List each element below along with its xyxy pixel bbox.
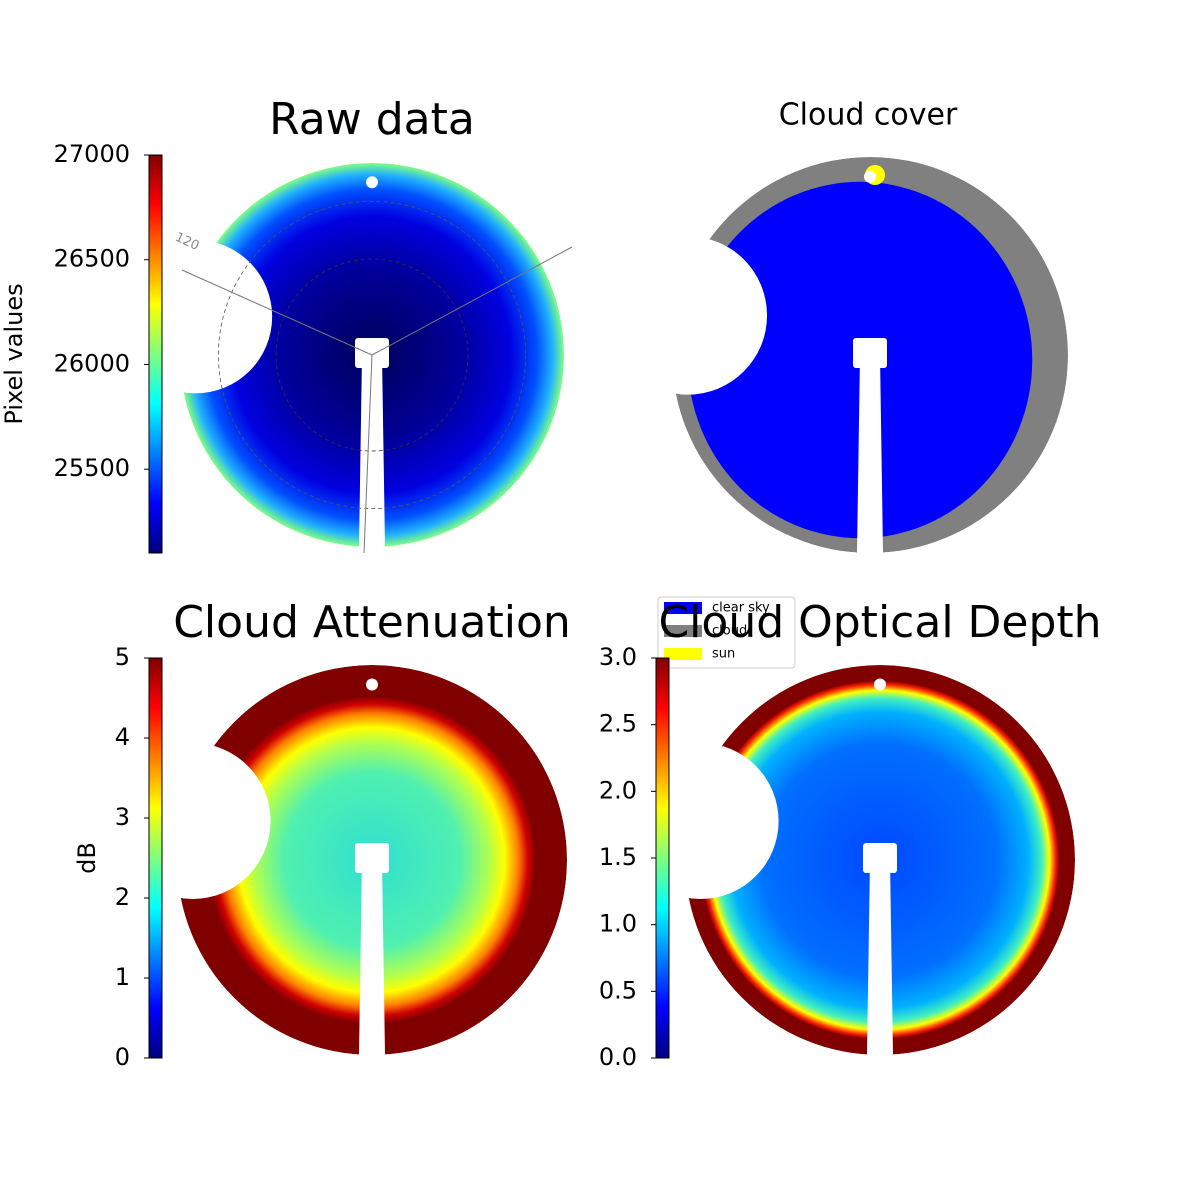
panel-title: Raw data: [269, 94, 475, 145]
sky-field: [685, 665, 1075, 1055]
panel: Cloud Attenuation 0 1 2 3 4 5 dB: [73, 597, 571, 1071]
legend: clear sky cloud sun: [657, 596, 796, 669]
polar-spoke: [371, 246, 573, 356]
colorbar-tick-label: 4: [115, 723, 130, 751]
panel: Cloud Optical Depth 0.0 0.5 1.0 1.5 2.0 2.5 3.0: [599, 597, 1102, 1071]
colorbar-label: Pixel values: [0, 283, 28, 424]
sky-image: [685, 665, 1075, 1055]
colorbar-tick-label: 2.0: [599, 776, 637, 804]
colorbar-tick-label: 1.0: [599, 910, 637, 938]
colorbar-tick-label: 1: [115, 963, 130, 991]
colorbar-tick-label: 25500: [54, 454, 130, 482]
legend-swatch: [664, 625, 702, 637]
colorbar-tick-label: 3.0: [599, 643, 637, 671]
polar-ring: [275, 258, 469, 452]
polar-spoke: [181, 269, 373, 356]
colorbar-tick-label: 2: [115, 883, 130, 911]
panel: 120 Raw data 25500 26000 26500 27000 Pixel val…: [0, 94, 573, 554]
colorbar-tick-label: 1.5: [599, 843, 637, 871]
clear-region: [687, 181, 1033, 539]
sky-image: [177, 665, 567, 1055]
colorbar-label: dB: [73, 842, 101, 874]
colorbar-tick-label: 0: [115, 1043, 130, 1071]
colorbar-tick-label: 2.5: [599, 710, 637, 738]
sky-image: [672, 157, 1068, 553]
legend-label: cloud: [712, 624, 747, 639]
legend-swatch: [664, 648, 702, 660]
colorbar: [148, 154, 163, 554]
panel-title: Cloud Attenuation: [173, 597, 571, 648]
sky-field: [177, 665, 567, 1055]
colorbar-tick-label: 0.5: [599, 976, 637, 1004]
polar-label: 120: [173, 230, 202, 254]
colorbar-tick-label: 27000: [54, 140, 130, 168]
legend-swatch: [664, 602, 702, 614]
colorbar-tick-label: 26500: [54, 245, 130, 273]
colorbar: [148, 657, 163, 1059]
colorbar-tick-label: 0.0: [599, 1043, 637, 1071]
legend-label: clear sky: [712, 601, 770, 616]
panel-title: Cloud cover: [779, 98, 958, 133]
panel-title: Cloud Optical Depth: [658, 597, 1101, 648]
colorbar-tick-label: 3: [115, 803, 130, 831]
panel: Cloud cover clear sky cloud sun: [657, 98, 1068, 669]
legend-label: sun: [712, 647, 735, 662]
polar-ring: [217, 200, 527, 510]
colorbar-tick-label: 26000: [54, 349, 130, 377]
polar-spoke: [363, 354, 373, 554]
colorbar-tick-label: 5: [115, 643, 130, 671]
colorbar: [655, 657, 670, 1059]
sun-region: [865, 165, 885, 185]
